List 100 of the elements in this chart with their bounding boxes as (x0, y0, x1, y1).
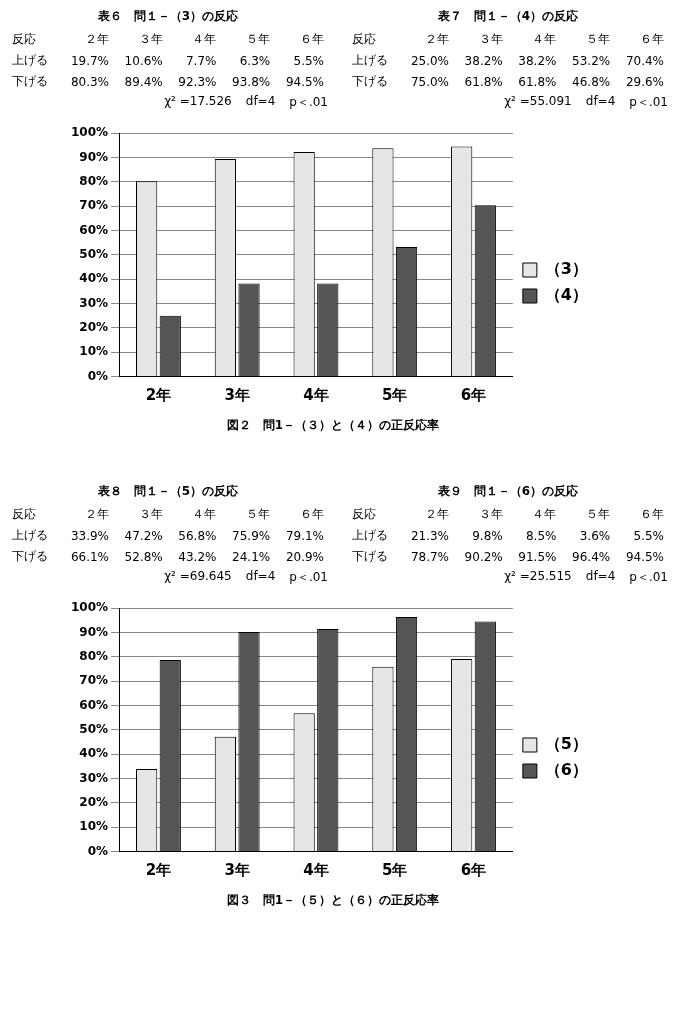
y-tick-label: 60% (79, 222, 109, 237)
data-label: 6.3% (238, 52, 272, 70)
x-tick-label: ６年 (639, 506, 665, 523)
data-label: 94.5% (624, 548, 665, 566)
data-label: 7.7% (184, 52, 218, 70)
y-axis-title: 反応 (11, 506, 37, 523)
text: df=4 (585, 569, 616, 585)
data-label: 38.2% (517, 52, 558, 70)
x-tick-label: 2年 (145, 861, 172, 880)
x-tick-label: ４年 (531, 31, 558, 48)
y-tick-label: 100% (70, 125, 109, 140)
y-axis-title: 反応 (351, 31, 377, 48)
y-tick-label: 100% (70, 600, 109, 615)
data-label: 3.6% (578, 527, 612, 545)
y-tick-label: 80% (79, 649, 109, 664)
x-tick-label: ５年 (585, 31, 612, 48)
data-label: 91.5% (517, 548, 558, 566)
chart-title: 表６ 問１－（3）の反応 (96, 8, 240, 25)
y-tick-label: 20% (79, 795, 109, 810)
y-tick-label: 下げる (11, 548, 49, 565)
data-label: 46.8% (571, 73, 612, 91)
chart-title: 表９ 問１－（6）の反応 (436, 483, 580, 500)
x-tick-label: ３年 (477, 506, 504, 523)
y-tick-label: 60% (79, 697, 109, 712)
x-tick-label: ５年 (245, 31, 272, 48)
data-label: 80.3% (69, 73, 110, 91)
text: p＜.01 (289, 569, 328, 586)
y-tick-label: 40% (79, 746, 109, 761)
x-tick-label: ５年 (245, 506, 272, 523)
y-tick-label: 0% (87, 368, 109, 383)
y-tick-label: 下げる (351, 548, 389, 565)
x-tick-label: ４年 (191, 31, 218, 48)
chart-title: 表８ 問１－（5）の反応 (96, 483, 240, 500)
data-label: 33.9% (69, 527, 110, 545)
text: χ² =25.515 (504, 569, 572, 585)
y-tick-label: 90% (79, 149, 109, 164)
x-tick-label: ４年 (191, 506, 218, 523)
chart-title: 表７ 問１－（4）の反応 (436, 8, 580, 25)
y-tick-label: 80% (79, 174, 109, 189)
x-tick-label: ６年 (639, 31, 665, 48)
text: p＜.01 (289, 94, 328, 111)
legend-label: （6） (544, 760, 589, 780)
x-tick-label: 2年 (145, 386, 172, 405)
y-tick-label: 50% (79, 722, 109, 737)
data-label: 20.9% (284, 548, 325, 566)
y-axis-title: 反応 (351, 506, 377, 523)
data-label: 61.8% (517, 73, 558, 91)
text: χ² =69.645 (164, 569, 232, 585)
data-label: 43.2% (177, 548, 218, 566)
text: 図３ 問1－（５）と（６）の正反応率 (226, 892, 440, 907)
data-label: 38.2% (463, 52, 504, 70)
data-label: 96.4% (571, 548, 612, 566)
data-label: 89.4% (123, 73, 164, 91)
data-label: 66.1% (69, 548, 110, 566)
y-tick-label: 90% (79, 624, 109, 639)
x-tick-label: 3年 (224, 386, 250, 405)
x-tick-label: ４年 (531, 506, 558, 523)
y-tick-label: 30% (79, 295, 109, 310)
x-tick-label: ２年 (424, 506, 450, 523)
x-tick-label: 6年 (460, 861, 487, 880)
data-label: 53.2% (571, 52, 612, 70)
text: 図２ 問1－（３）と（４）の正反応率 (226, 417, 440, 432)
data-label: 79.1% (284, 527, 325, 545)
y-tick-label: 70% (79, 198, 109, 213)
data-label: 47.2% (123, 527, 164, 545)
data-label: 5.5% (632, 527, 665, 545)
data-label: 10.6% (123, 52, 164, 70)
text: df=4 (245, 569, 276, 585)
y-axis-title: 反応 (11, 31, 37, 48)
data-label: 25.0% (409, 52, 450, 70)
data-label: 90.2% (463, 548, 504, 566)
data-label: 8.5% (524, 527, 558, 545)
data-label: 61.8% (463, 73, 504, 91)
data-label: 9.8% (471, 527, 504, 545)
data-label: 75.9% (231, 527, 272, 545)
y-tick-label: 上げる (351, 527, 389, 544)
data-label: 75.0% (409, 73, 450, 91)
y-tick-label: 40% (79, 271, 109, 286)
y-tick-label: 上げる (351, 52, 389, 69)
y-tick-label: 0% (87, 843, 109, 858)
x-tick-label: ６年 (299, 506, 325, 523)
x-tick-label: 4年 (303, 861, 329, 880)
data-label: 24.1% (231, 548, 272, 566)
data-label: 78.7% (409, 548, 450, 566)
x-tick-label: ５年 (585, 506, 612, 523)
x-tick-label: 3年 (224, 861, 250, 880)
x-tick-label: ３年 (477, 31, 504, 48)
data-label: 70.4% (624, 52, 665, 70)
x-tick-label: 5年 (382, 386, 408, 405)
data-label: 56.8% (177, 527, 218, 545)
y-tick-label: 上げる (11, 527, 49, 544)
y-tick-label: 10% (79, 819, 109, 834)
data-label: 92.3% (177, 73, 218, 91)
legend-label: （3） (544, 259, 589, 279)
x-tick-label: 5年 (382, 861, 408, 880)
y-tick-label: 上げる (11, 52, 49, 69)
y-tick-label: 20% (79, 320, 109, 335)
text: p＜.01 (629, 569, 668, 586)
data-label: 5.5% (292, 52, 325, 70)
data-label: 21.3% (409, 527, 450, 545)
